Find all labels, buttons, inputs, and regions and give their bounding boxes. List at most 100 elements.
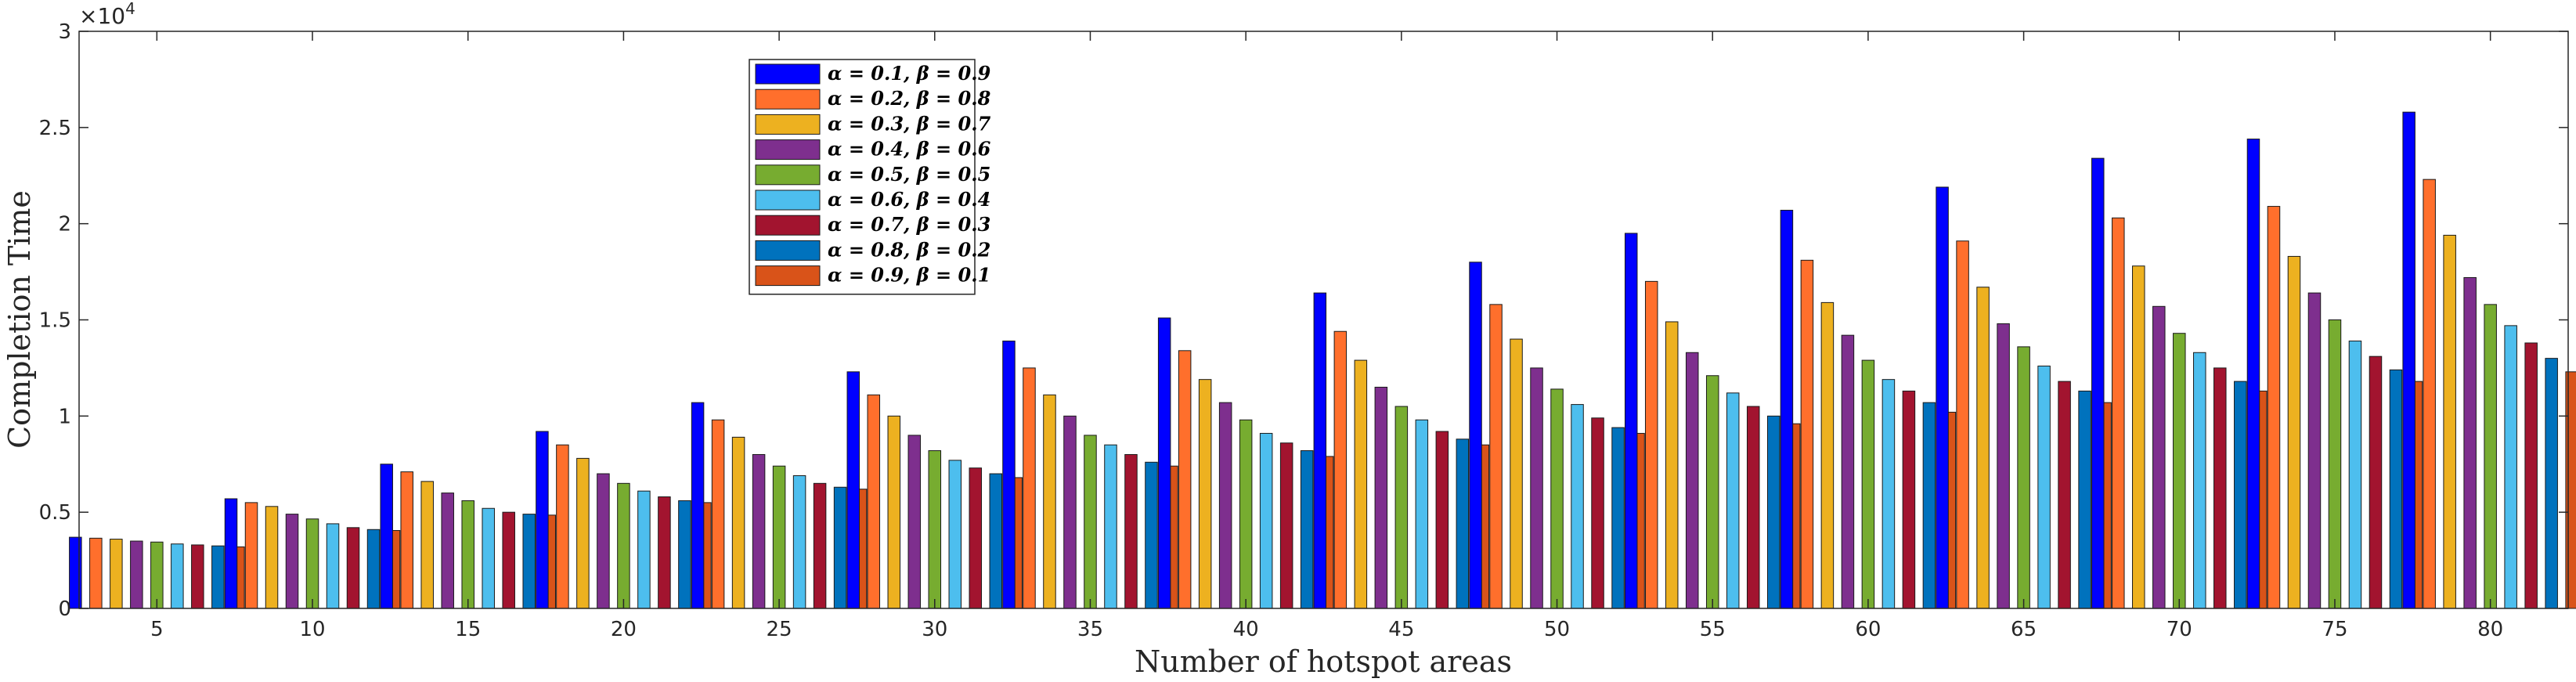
bar	[380, 464, 393, 609]
bar	[1394, 406, 1409, 609]
bar	[658, 496, 671, 609]
bar	[366, 529, 381, 609]
bar	[691, 402, 705, 609]
x-tick-label: 65	[2011, 618, 2037, 641]
legend-label: α = 0.1, β = 0.9	[828, 62, 991, 85]
bar	[2037, 365, 2051, 609]
bar	[89, 537, 103, 609]
bar	[1611, 427, 1625, 609]
bar	[522, 514, 536, 609]
x-tick-label: 5	[150, 618, 164, 641]
bar	[2091, 157, 2105, 609]
bar	[1510, 338, 1523, 609]
bar	[887, 415, 901, 609]
bar	[2565, 371, 2576, 609]
bar	[1178, 350, 1192, 609]
legend-label: α = 0.8, β = 0.2	[828, 238, 990, 261]
bar	[556, 444, 569, 609]
bar	[244, 502, 258, 609]
bar	[1591, 417, 1604, 609]
bar	[482, 507, 495, 609]
x-tick-label: 60	[1855, 618, 1881, 641]
legend-swatch	[755, 164, 821, 186]
bar	[2484, 304, 2497, 609]
bar	[2463, 276, 2477, 609]
bar	[1780, 209, 1794, 609]
bar	[1279, 442, 1293, 609]
legend-swatch	[755, 215, 821, 236]
bar	[1300, 450, 1314, 609]
bar	[1530, 367, 1543, 609]
bar	[1063, 415, 1077, 609]
ticks-group: 00.511.522.535 10 15 20 25 30 35 40 45 50 55 60 65 70…	[39, 20, 2568, 641]
bar	[1023, 367, 1036, 609]
bar	[2058, 381, 2071, 609]
bar	[792, 475, 806, 609]
bar	[1956, 240, 1969, 609]
bar	[1313, 292, 1327, 609]
legend-swatch	[755, 114, 821, 135]
bar	[2389, 369, 2403, 609]
x-tick-label: 55	[1700, 618, 1726, 641]
bar	[1624, 233, 1638, 609]
bar	[1415, 419, 1429, 609]
bar	[928, 450, 942, 609]
bar	[1685, 352, 1699, 609]
bar	[224, 498, 238, 609]
bar	[2017, 346, 2030, 609]
bar	[110, 539, 123, 609]
y-tick-label: 0.5	[39, 501, 71, 525]
x-tick-label: 50	[1544, 618, 1570, 641]
bar	[2267, 206, 2281, 609]
bar	[2078, 390, 2091, 609]
bar	[576, 457, 590, 609]
bar	[1469, 262, 1482, 609]
bar	[1259, 432, 1273, 609]
y-tick-label: 3	[58, 20, 71, 44]
bar	[1489, 304, 1503, 609]
bar	[1145, 461, 1158, 609]
x-tick-label: 80	[2477, 618, 2503, 641]
legend-swatch	[755, 240, 821, 261]
bar	[597, 473, 610, 609]
bar	[1157, 317, 1171, 609]
bar	[1766, 415, 1780, 609]
bar	[1124, 453, 1138, 609]
bar	[400, 471, 413, 609]
bar	[2193, 352, 2206, 609]
y-tick-label: 1	[58, 405, 71, 428]
legend-label: α = 0.2, β = 0.8	[828, 87, 991, 110]
bar	[1881, 379, 1896, 609]
bar	[617, 482, 630, 609]
bar	[211, 545, 225, 609]
x-tick-label: 30	[922, 618, 947, 641]
bar	[2234, 381, 2247, 609]
legend-label: α = 0.7, β = 0.3	[828, 213, 990, 236]
bar	[1820, 301, 1835, 609]
bar	[1571, 404, 1584, 609]
bar	[191, 544, 204, 609]
legend-label: α = 0.4, β = 0.6	[828, 138, 991, 161]
bar	[441, 493, 454, 609]
bar	[1922, 402, 1936, 609]
bar	[1550, 388, 1564, 609]
bar	[1997, 323, 2010, 609]
bar	[2443, 234, 2456, 609]
bar	[711, 419, 725, 609]
legend-swatch	[755, 88, 821, 110]
bar	[1198, 379, 1212, 609]
bar	[989, 473, 1003, 609]
bar	[1456, 438, 1470, 609]
bar	[1333, 330, 1348, 609]
bar	[678, 500, 691, 609]
bar	[752, 453, 766, 609]
bar	[2328, 319, 2342, 609]
bar	[772, 465, 786, 609]
bar	[171, 543, 184, 609]
bar	[346, 527, 360, 609]
legend: α = 0.1, β = 0.9α = 0.2, β = 0.8α = 0.3,…	[749, 59, 991, 295]
bar	[846, 371, 860, 609]
bar	[2213, 367, 2227, 609]
x-axis-title: Number of hotspot areas	[1135, 644, 1512, 679]
